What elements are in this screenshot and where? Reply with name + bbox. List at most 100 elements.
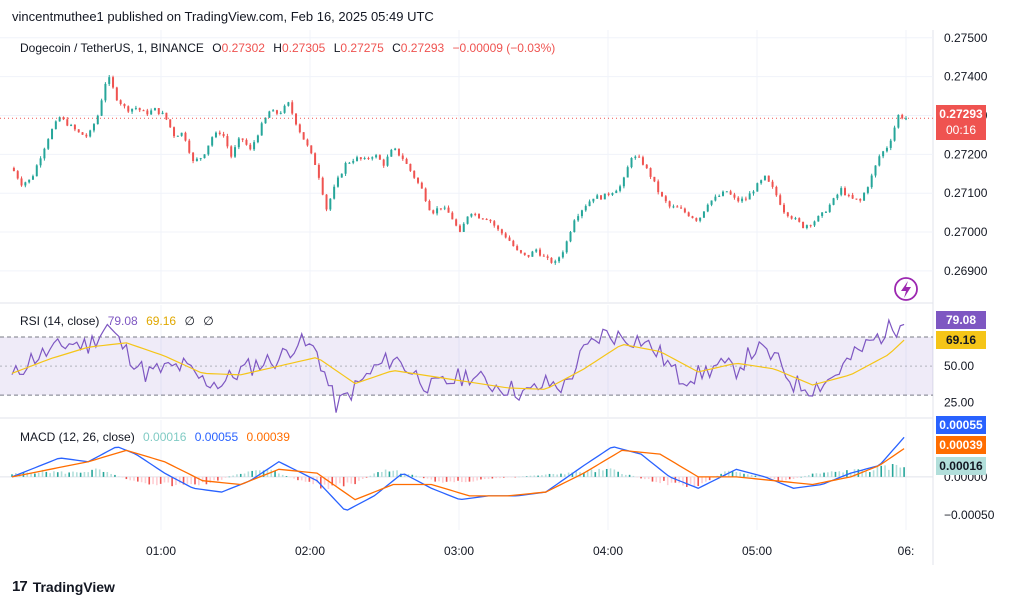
macd-histogram-bar [45,471,48,477]
candle-body [24,182,27,186]
candle-body [153,108,156,111]
macd-histogram-bar [243,473,246,477]
macd-histogram-bar [239,473,242,477]
macd-histogram-bar [743,473,745,477]
macd-histogram-bar [342,476,345,487]
macd-histogram-bar [544,474,547,477]
macd-histogram-bar [369,475,372,477]
candle-body [470,213,473,217]
macd-histogram-bar [548,473,551,477]
macd-histogram-bar [350,476,353,484]
candle-body [344,163,347,174]
macd-histogram-bar [297,476,299,481]
macd-histogram-bar [441,476,444,483]
candle-body [565,241,568,253]
macd-histogram-bar [457,476,459,481]
macd-histogram-bar [270,469,273,477]
macd-histogram-bar [392,470,395,477]
candle-body [504,233,507,238]
price-tick-label: 0.26900 [944,264,988,278]
candle-body [108,77,111,84]
macd-histogram-bar [148,476,151,485]
macd-histogram-bar [430,476,433,480]
macd-histogram-bar [331,476,334,486]
macd-histogram-bar [438,476,440,482]
candle-body [885,147,888,152]
macd-histogram-bar [518,476,520,478]
candle-body [790,216,793,219]
macd-tick-label: −0.00050 [944,508,995,522]
macd-histogram-bar [605,468,608,477]
candle-body [497,225,500,230]
candle-body [161,112,164,114]
macd-histogram-bar [152,476,154,485]
rsi-tick-label: 25.00 [944,395,974,409]
macd-histogram-bar [613,469,616,477]
macd-histogram-bar [281,474,284,477]
candle-body [893,127,896,141]
candle-body [176,135,179,137]
macd-histogram-bar [697,476,700,487]
macd-histogram-bar [72,471,74,477]
macd-histogram-bar [617,471,619,477]
tradingview-logo[interactable]: 17 TradingView [12,578,115,595]
price-tick-label: 0.27200 [944,147,988,161]
candle-body [214,132,217,138]
macd-histogram-bar [293,476,295,479]
candle-body [805,225,808,228]
candle-body [199,158,202,160]
macd-histogram-bar [636,476,639,478]
rsi-null-1: ∅ [184,314,195,328]
candle-body [588,201,591,207]
macd-histogram-bar [590,469,593,477]
lightning-icon[interactable] [894,277,918,301]
candle-body [348,162,351,164]
candle-body [695,218,698,221]
macd-histogram-bar [537,475,539,477]
macd-histogram-bar [773,476,776,480]
candle-body [363,158,366,160]
macd-histogram-bar [659,476,661,484]
candle-body [321,177,324,195]
time-tick-label: 05:00 [742,544,772,558]
rsi-title[interactable]: RSI (14, close) [20,314,100,328]
macd-histogram-bar [670,476,673,483]
candle-body [306,139,309,146]
macd-histogram-bar [327,476,330,489]
macd-histogram-bar [849,472,852,477]
macd-histogram-bar [49,473,51,477]
macd-histogram-bar [190,476,192,485]
candle-body [527,254,530,257]
macd-histogram-bar [525,476,528,477]
macd-histogram-bar [598,468,600,477]
macd-histogram-bar [95,468,97,477]
candle-body [58,117,61,122]
macd-histogram-bar [167,476,170,483]
macd-histogram-bar [522,476,524,477]
candle-body [123,103,126,107]
candle-body [222,133,225,137]
candle-body [127,106,130,112]
macd-histogram-bar [140,476,143,483]
macd-histogram-bar [41,469,44,477]
macd-histogram-bar [769,476,772,479]
macd-histogram-bar [247,471,250,477]
macd-histogram-bar [895,464,898,477]
price-tick-label: 0.27400 [944,70,988,84]
macd-histogram-bar [705,476,707,482]
candle-body [237,138,240,148]
candle-body [584,206,587,211]
candle-body [314,153,317,165]
candle-body [333,186,336,199]
high-value: H0.27305 [273,41,326,55]
candle-body [775,186,778,196]
macd-histogram-bar [781,476,783,482]
macd-histogram-bar [884,465,886,477]
symbol-label[interactable]: Dogecoin / TetherUS, 1, BINANCE [20,41,204,55]
candle-body [619,186,622,191]
macd-histogram-bar [209,476,212,483]
candle-body [35,165,38,177]
macd-histogram-bar [339,476,341,484]
macd-title[interactable]: MACD (12, 26, close) [20,430,135,444]
